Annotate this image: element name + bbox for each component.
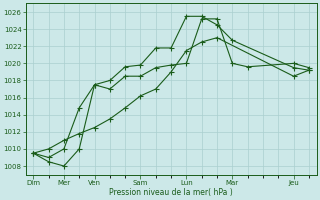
X-axis label: Pression niveau de la mer( hPa ): Pression niveau de la mer( hPa ) bbox=[109, 188, 233, 197]
